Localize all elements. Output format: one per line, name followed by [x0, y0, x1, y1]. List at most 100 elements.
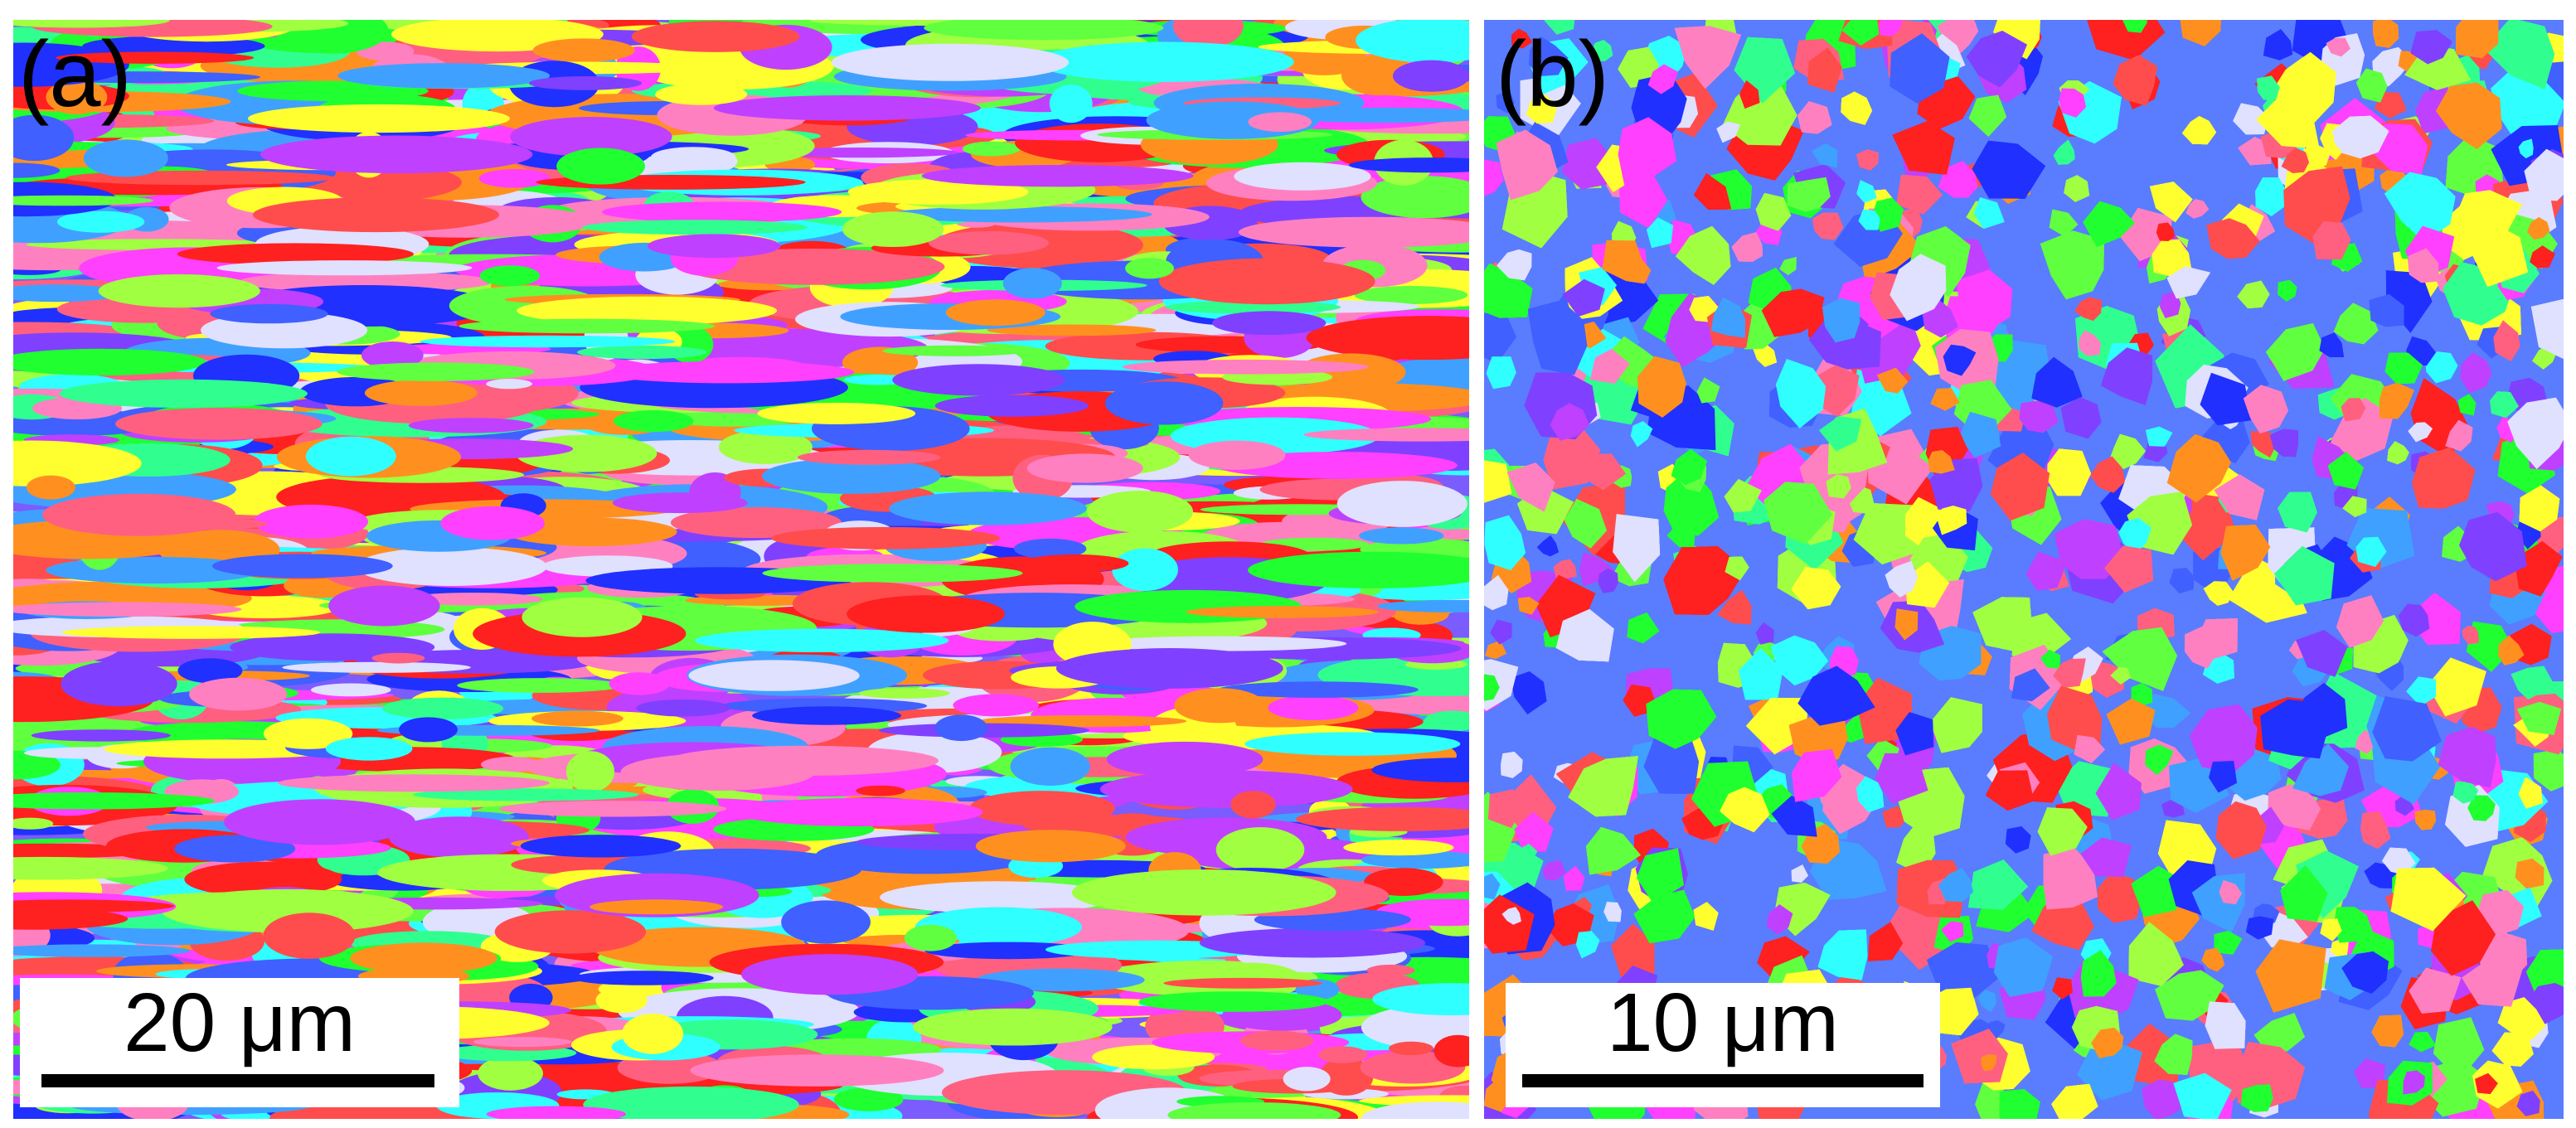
grain	[589, 899, 724, 915]
grain	[1125, 258, 1174, 279]
grain	[59, 379, 308, 408]
grain	[361, 341, 424, 370]
grain	[892, 364, 1065, 396]
grain	[1348, 157, 1469, 173]
grain	[613, 409, 694, 433]
grain	[1010, 747, 1090, 786]
grain	[1163, 977, 1322, 989]
grain	[713, 95, 981, 121]
grain	[1092, 1044, 1215, 1070]
grain	[602, 201, 842, 223]
grain	[1087, 491, 1193, 533]
grain	[1199, 927, 1426, 958]
grain	[1731, 232, 1763, 262]
grain	[211, 554, 393, 579]
grain	[556, 148, 645, 185]
grain	[162, 888, 414, 933]
grain	[904, 924, 957, 951]
grain	[762, 564, 1023, 583]
grain	[1268, 695, 1359, 721]
ebsd-map-b	[1484, 20, 2564, 1119]
grain	[356, 547, 547, 586]
grain	[1188, 440, 1286, 470]
grain	[1138, 991, 1329, 1012]
grain	[924, 942, 1093, 960]
grain	[263, 913, 356, 959]
grain	[1167, 1102, 1341, 1119]
grain	[882, 345, 1028, 356]
grain	[1361, 1101, 1469, 1119]
grain	[797, 449, 941, 465]
grain	[752, 706, 902, 725]
grain	[636, 699, 730, 717]
grain	[238, 271, 493, 293]
grain	[13, 195, 153, 206]
grain	[248, 104, 510, 133]
grain	[577, 345, 707, 360]
grain	[1244, 732, 1461, 756]
grain	[458, 318, 715, 334]
grain	[757, 402, 916, 424]
grain	[2233, 103, 2268, 135]
grain	[1392, 60, 1469, 92]
grain	[263, 718, 353, 749]
grain	[847, 179, 1029, 205]
grain	[61, 626, 321, 639]
grain	[583, 1086, 799, 1119]
grain	[440, 506, 545, 540]
grain	[1099, 770, 1353, 808]
grain	[1354, 286, 1468, 304]
grain	[770, 526, 1001, 549]
grain	[934, 395, 1089, 417]
grain	[1215, 827, 1305, 873]
grain	[1372, 983, 1469, 1016]
grain	[969, 791, 1115, 826]
grain	[924, 20, 1164, 41]
grain	[494, 910, 647, 954]
grain	[688, 660, 860, 691]
grain	[528, 76, 643, 90]
grain	[457, 678, 623, 693]
grain	[1230, 791, 1276, 819]
grain	[481, 757, 542, 772]
grain	[46, 80, 108, 115]
grain	[1212, 311, 1327, 336]
grain	[842, 346, 919, 379]
grain	[1296, 806, 1469, 831]
grain	[216, 260, 473, 276]
grain	[282, 661, 471, 673]
grain	[311, 683, 391, 697]
grain	[31, 729, 171, 742]
grain	[1361, 850, 1469, 869]
grain	[1484, 159, 1504, 196]
grain	[735, 797, 983, 827]
grain	[389, 816, 529, 858]
grain	[478, 169, 551, 188]
grain	[1013, 538, 1087, 559]
grain	[305, 436, 396, 477]
grain	[260, 135, 533, 174]
grain	[473, 1037, 572, 1048]
grain	[520, 835, 682, 858]
grain	[1158, 258, 1375, 305]
grain	[1248, 551, 1469, 588]
grain	[1273, 107, 1469, 123]
grain	[499, 801, 727, 817]
grain	[115, 408, 323, 440]
grain	[13, 792, 215, 810]
grain	[682, 249, 945, 285]
grain	[1283, 1067, 1331, 1092]
grain	[1343, 840, 1454, 856]
grain	[177, 243, 414, 265]
grain	[889, 491, 1087, 525]
grain	[781, 900, 871, 944]
grain	[13, 20, 170, 28]
grain	[856, 785, 905, 796]
grain	[13, 944, 191, 957]
ebsd-map-a	[13, 20, 1469, 1119]
grain	[325, 737, 413, 761]
grain	[189, 677, 288, 711]
grain	[1026, 453, 1143, 483]
